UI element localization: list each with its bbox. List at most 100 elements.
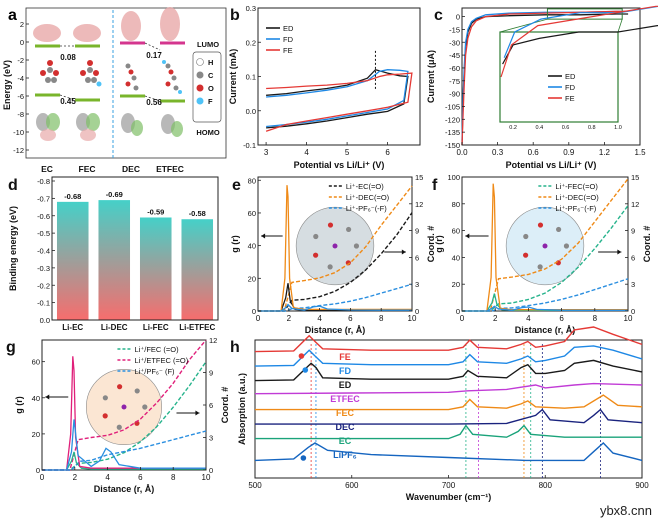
panel-d-value-label: -0.69 [106,190,123,199]
panel-g-xtick-label: 10 [202,473,211,482]
panel-f-right-ytick-label: 0 [631,307,635,316]
panel-h-series-label: LiPF₆ [333,450,357,460]
panel-h-peak-marker [298,353,305,359]
panel-b-curve-FE [265,72,413,132]
panel-f-frame [461,176,629,312]
panel-letter-e: e [232,177,241,194]
panel-h-xtick-label: 700 [442,481,456,490]
panel-g-xtick-label: 2 [73,473,78,482]
panel-a-letter: a [8,7,17,24]
panel-e-right-ytick-label: 3 [415,280,419,289]
panel-f-shell-atom [523,252,529,258]
panel-d-bar-Li-ETFEC [181,219,214,320]
panel-c-inset-xtick-label: 1.0 [614,125,622,131]
panel-g-rdf-Li⁺/FEC (=O) [42,451,206,471]
panel-e-shell-atom [327,222,334,228]
panel-h-spectrum-FD [254,345,643,367]
panel-b-legend-label: ED [283,24,294,33]
panel-f-right-ytick-label: 3 [631,280,635,289]
panel-f-shell-atom [523,233,529,240]
panel-d-value-label: -0.68 [64,192,81,201]
panel-d-frame [51,176,219,321]
panel-g-right-ytick-label: 9 [209,369,213,378]
panel-c-zoom-connector [499,18,548,33]
panel-b-curve-ED [266,68,409,129]
panel-d-ytick-label: -0.4 [37,247,50,256]
panel-e-xtick-label: 8 [379,314,384,323]
panel-g-right-axis-arrow-head [195,410,200,416]
panel-c-xtick-label: 0.9 [563,148,575,157]
panel-e-shell-atom [327,264,333,270]
panel-f-xtick-label: 4 [526,314,531,323]
panel-c-xtick-label: 0.6 [528,148,540,157]
panel-g-left-axis-arrow-head [45,394,50,400]
panel-c-xtick-label: 0.0 [456,148,468,157]
panel-f-legend-label: Li⁺-DEC(=O) [555,193,599,202]
panel-e-xtick-label: 4 [317,314,322,323]
panel-a-molecule-label: EC [41,164,53,174]
panel-h-xtick-label: 500 [248,481,262,490]
panel-f-rdf-Li⁺-PF₆⁻(-F) [462,305,628,312]
panel-d-ytick-label: -0.2 [37,281,50,290]
panel-b-ytick-label: 0.1 [246,73,256,82]
panel-c-xlabel: Potential vs Li/Li⁺ (V) [506,160,597,170]
panel-a-orbital-diagram: a [8,7,227,159]
panel-e-ylabel2: Coord. # [426,226,436,263]
panel-a-ytick-label: 2 [20,20,24,29]
panel-b-xlabel: Potential vs Li/Li⁺ (V) [294,160,385,170]
panel-c-inset-legend-label: FE [565,94,575,103]
panel-d-category-label: Li-FEC [143,323,169,332]
panel-e-xlabel: Distance (r, Å) [305,325,366,335]
panel-f-ylabel: g (r) [434,235,444,253]
panel-g-xlabel: Distance (r, Å) [94,484,155,494]
panel-e-ytick-label: 0 [252,307,256,316]
panel-e-legend-label: Li⁺-PF₆⁻(-F) [346,204,387,213]
panel-c-ytick-label: -75 [449,77,460,86]
panel-c-frame [461,7,641,146]
panel-e-xtick-label: 10 [408,314,417,323]
panel-g-shell-atom [117,384,123,390]
panel-f-legend-label: Li⁺-PF₆⁻(-F) [555,204,596,213]
panel-g-right-ytick-label: 0 [209,466,213,475]
panel-f-cumulative-PF6 coord [462,278,629,312]
panel-d-bar-Li-EC [56,201,89,320]
panel-b-curve-FD [266,69,409,128]
panel-f-right-ytick-label: 15 [631,173,639,182]
panel-f-cumulative-FEC coord [462,205,629,312]
panel-h-series-label: EC [339,436,352,446]
panel-e-ytick-label: 60 [248,209,256,218]
panel-e-ytick-label: 40 [248,242,256,251]
panel-c-inset-xtick-label: 0.6 [562,125,570,131]
panel-g-ytick-label: 20 [32,430,40,439]
panel-e-cumulative-EC coord [258,212,413,312]
panel-a-ytick-label: -2 [17,56,24,65]
panel-f-right-ytick-label: 6 [631,253,635,262]
panel-f-shell-atom [537,222,544,228]
panel-f-xtick-label: 10 [624,314,633,323]
panel-c-ytick-label: -60 [449,64,460,73]
panel-d-ytick-label: -0.7 [37,194,50,203]
panel-d-ytick-label: -0.8 [37,177,50,186]
panel-c-ytick-label: -150 [445,141,460,150]
panel-g-xtick-label: 8 [171,473,176,482]
panel-h-spectrum-EC [255,424,642,440]
panel-f-xtick-label: 8 [593,314,598,323]
legend-fluorine-swatch [196,97,204,105]
panel-h-spectrum-FE [254,326,643,353]
panel-e-cumulative-PF6 coord [258,283,413,312]
panel-e-legend-label: Li⁺-DEC(=O) [346,193,390,202]
panel-g-shell-atom [142,404,148,410]
panel-h-peak-marker [302,367,309,373]
panel-c-zoom-connector [617,19,623,33]
panel-h-ylabel: Absorption (a.u.) [237,373,247,445]
panel-f-cumulative-DEC coord [462,178,629,312]
panel-f-ytick-label: 0 [456,307,460,316]
panel-g-xtick-label: 6 [138,473,143,482]
panel-c-ytick-label: -105 [445,102,460,111]
panel-h-series-label: DEC [335,422,355,432]
ec-fec-homo-link [59,94,76,101]
panel-b-xtick-label: 5 [345,148,350,157]
panel-h-series-label: ETFEC [330,394,360,404]
